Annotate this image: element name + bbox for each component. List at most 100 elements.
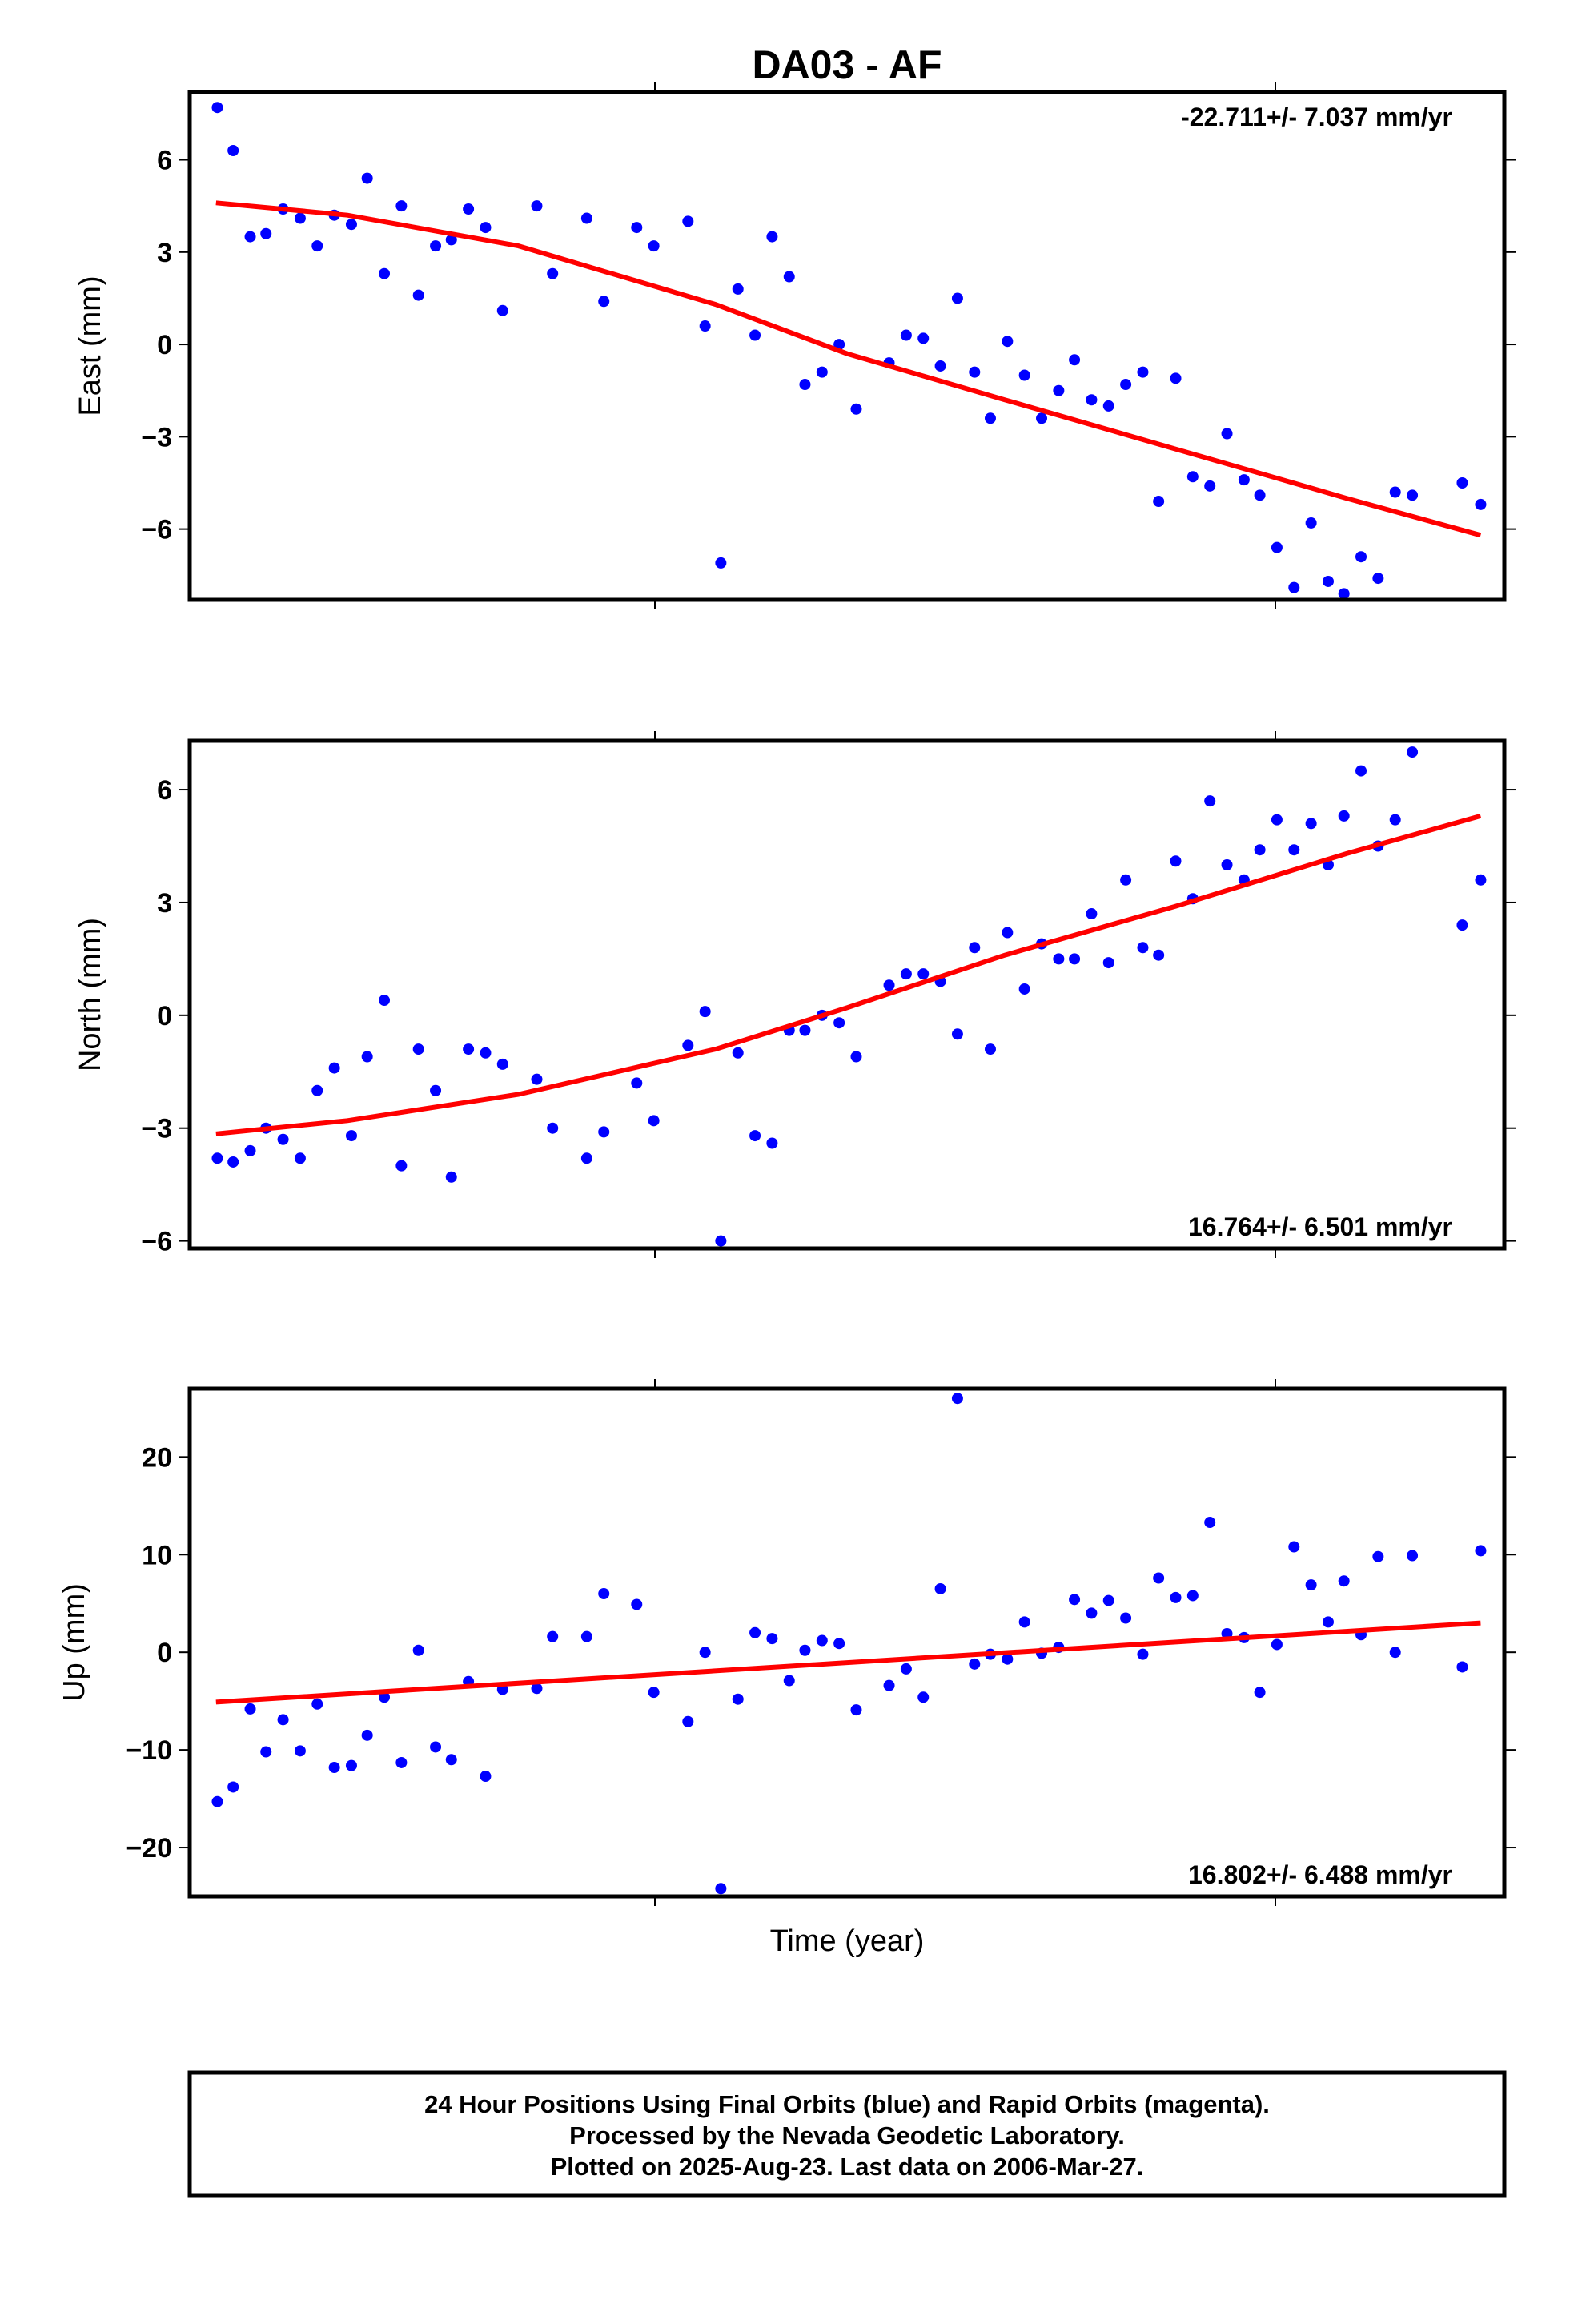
data-point — [345, 1759, 357, 1771]
data-point — [1102, 400, 1114, 412]
data-point — [328, 1762, 340, 1774]
data-point — [1204, 795, 1216, 807]
data-point — [1305, 818, 1317, 830]
rate-annotation: 16.764+/- 6.501 mm/yr — [1188, 1212, 1452, 1241]
data-point — [1288, 1541, 1300, 1553]
data-point — [345, 1130, 357, 1142]
data-point — [379, 995, 391, 1007]
data-point — [732, 1047, 744, 1059]
data-point — [833, 1638, 845, 1650]
data-point — [1120, 1612, 1132, 1624]
data-point — [547, 267, 559, 279]
data-point — [1204, 1517, 1216, 1529]
data-point — [531, 200, 543, 212]
data-point — [1338, 810, 1350, 822]
data-point — [1475, 1545, 1487, 1557]
data-point — [1338, 588, 1350, 600]
data-point — [1221, 858, 1233, 870]
data-point — [783, 271, 795, 283]
data-point — [1170, 1591, 1182, 1603]
data-point — [749, 1626, 761, 1638]
data-point — [496, 1058, 508, 1070]
data-point — [531, 1683, 543, 1695]
data-point — [883, 1679, 895, 1691]
data-point — [715, 557, 727, 569]
data-point — [749, 329, 761, 341]
data-point — [598, 296, 610, 308]
data-point — [396, 1160, 408, 1172]
data-point — [1407, 746, 1419, 758]
trend-line — [215, 1620, 1481, 1705]
data-point — [361, 1729, 373, 1741]
y-tick-label: 0 — [157, 1001, 172, 1031]
rate-annotation: -22.711+/- 7.037 mm/yr — [1181, 103, 1452, 131]
data-point — [1018, 369, 1030, 381]
data-point — [480, 1771, 492, 1783]
data-point — [547, 1630, 559, 1642]
y-tick-label: 0 — [157, 330, 172, 360]
data-point — [984, 1043, 996, 1055]
footer-line-1: 24 Hour Positions Using Final Orbits (bl… — [424, 2090, 1270, 2118]
y-tick-label: 20 — [142, 1442, 172, 1473]
data-point — [361, 1051, 373, 1063]
panel-1: −6 −3 0 3 6 East (mm) -22.711+/- 7.037 mm/yr — [74, 82, 1516, 609]
data-point — [311, 240, 323, 252]
plot-frame — [187, 738, 1507, 1251]
data-point — [951, 292, 963, 304]
data-point — [917, 968, 930, 980]
data-point — [547, 1122, 559, 1134]
footer-box — [187, 2070, 1507, 2198]
data-point — [463, 203, 475, 215]
data-point — [850, 1704, 862, 1716]
footer-line-2: Processed by the Nevada Geodetic Laborat… — [569, 2121, 1125, 2149]
data-point — [1271, 1638, 1283, 1651]
data-point — [1186, 471, 1199, 483]
data-point — [1288, 844, 1300, 856]
data-point — [816, 1634, 828, 1647]
data-point — [294, 212, 306, 224]
data-point — [1053, 953, 1065, 965]
y-tick-label: 3 — [157, 238, 172, 268]
data-point — [1086, 394, 1098, 406]
data-point — [1170, 372, 1182, 384]
data-point — [1372, 1550, 1384, 1562]
chart-title: DA03 - AF — [752, 42, 942, 87]
data-point — [328, 1062, 340, 1074]
data-point — [1407, 489, 1419, 501]
data-point — [934, 360, 946, 372]
data-point — [1456, 919, 1468, 931]
data-point — [361, 172, 373, 184]
data-point — [833, 1017, 845, 1029]
data-point — [1288, 581, 1300, 593]
data-point — [699, 320, 711, 332]
data-point — [1002, 927, 1014, 939]
data-point — [1355, 551, 1367, 563]
data-point — [1407, 1550, 1419, 1562]
y-tick-label: −6 — [141, 515, 172, 545]
data-point — [783, 1675, 795, 1687]
data-point — [799, 379, 811, 391]
y-axis-label: East (mm) — [74, 275, 107, 416]
data-point — [1102, 1594, 1114, 1606]
data-point — [969, 942, 981, 954]
y-tick-label: −3 — [141, 422, 172, 452]
data-point — [1254, 1687, 1266, 1699]
data-point — [682, 1715, 694, 1727]
data-point — [799, 1024, 811, 1036]
data-point — [766, 1633, 778, 1645]
data-point — [1338, 1575, 1350, 1587]
data-point — [648, 1687, 660, 1699]
data-point — [445, 1171, 457, 1183]
data-point — [732, 283, 744, 295]
data-point — [277, 1133, 289, 1145]
data-point — [227, 1781, 239, 1793]
data-point — [682, 215, 694, 227]
data-point — [1305, 517, 1317, 529]
trend-line — [215, 200, 1482, 538]
data-point — [969, 1658, 981, 1670]
data-point — [766, 1137, 778, 1149]
trend-line — [215, 814, 1482, 1136]
data-point — [580, 212, 592, 224]
data-point — [1372, 573, 1384, 585]
data-point — [396, 200, 408, 212]
